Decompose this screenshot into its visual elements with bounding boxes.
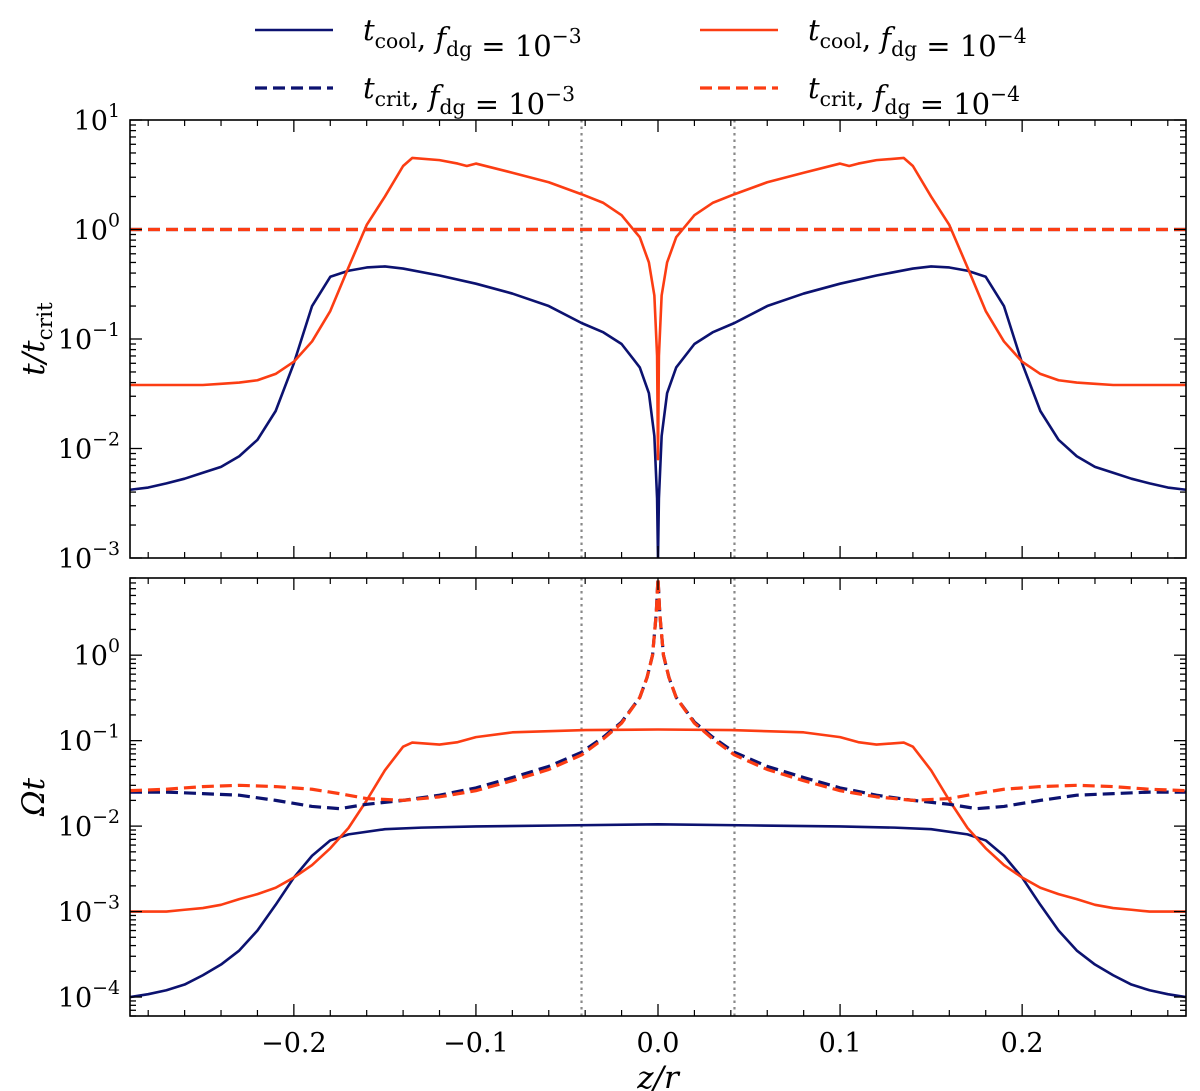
y-tick-label: 10−1	[58, 721, 120, 758]
y-axis-label: t/tcrit	[16, 302, 58, 376]
y-axis-label: Ωt	[16, 777, 52, 817]
x-tick-label: −0.1	[443, 1028, 509, 1059]
y-tick-label: 10−2	[58, 429, 120, 466]
series-line-1	[130, 823, 1186, 999]
series-line-2	[130, 156, 1186, 461]
y-tick-label: 10−1	[58, 319, 120, 356]
legend-label: tcrit, fdg = 10−3	[363, 71, 575, 121]
y-tick-label: 10−3	[58, 538, 120, 575]
legend-label: tcool, fdg = 10−4	[808, 13, 1027, 63]
x-axis-label: z/r	[636, 1060, 681, 1091]
x-tick-label: 0.1	[819, 1028, 862, 1059]
y-tick-label: 100	[74, 210, 120, 247]
series-line-2	[130, 728, 1186, 913]
legend: tcool, fdg = 10−3 tcool, fdg = 10−4 tcrit,…	[255, 13, 1027, 121]
legend-label: tcrit, fdg = 10−4	[808, 71, 1020, 121]
y-tick-label: 100	[74, 635, 120, 672]
y-tick-label: 10−2	[58, 806, 120, 843]
legend-label: tcool, fdg = 10−3	[363, 13, 582, 63]
x-tick-label: −0.2	[261, 1028, 327, 1059]
series-line-3	[130, 578, 1186, 811]
x-axis: −0.2 −0.1 0.0 0.1 0.2 z/r	[261, 1028, 1044, 1091]
x-tick-label: 0.2	[1001, 1028, 1044, 1059]
top-panel: 10−3 10−2 10−1 100 101 t/tcrit	[16, 100, 1187, 575]
y-tick-label: 10−3	[58, 892, 120, 929]
bottom-panel: 10−4 10−3 10−2 10−1 100 Ωt	[16, 577, 1187, 1017]
axes-frame	[129, 577, 1187, 1017]
x-tick-label: 0.0	[637, 1028, 680, 1059]
y-tick-label: 101	[74, 100, 120, 137]
y-tick-label: 10−4	[58, 977, 120, 1014]
series-line-4	[130, 578, 1186, 802]
